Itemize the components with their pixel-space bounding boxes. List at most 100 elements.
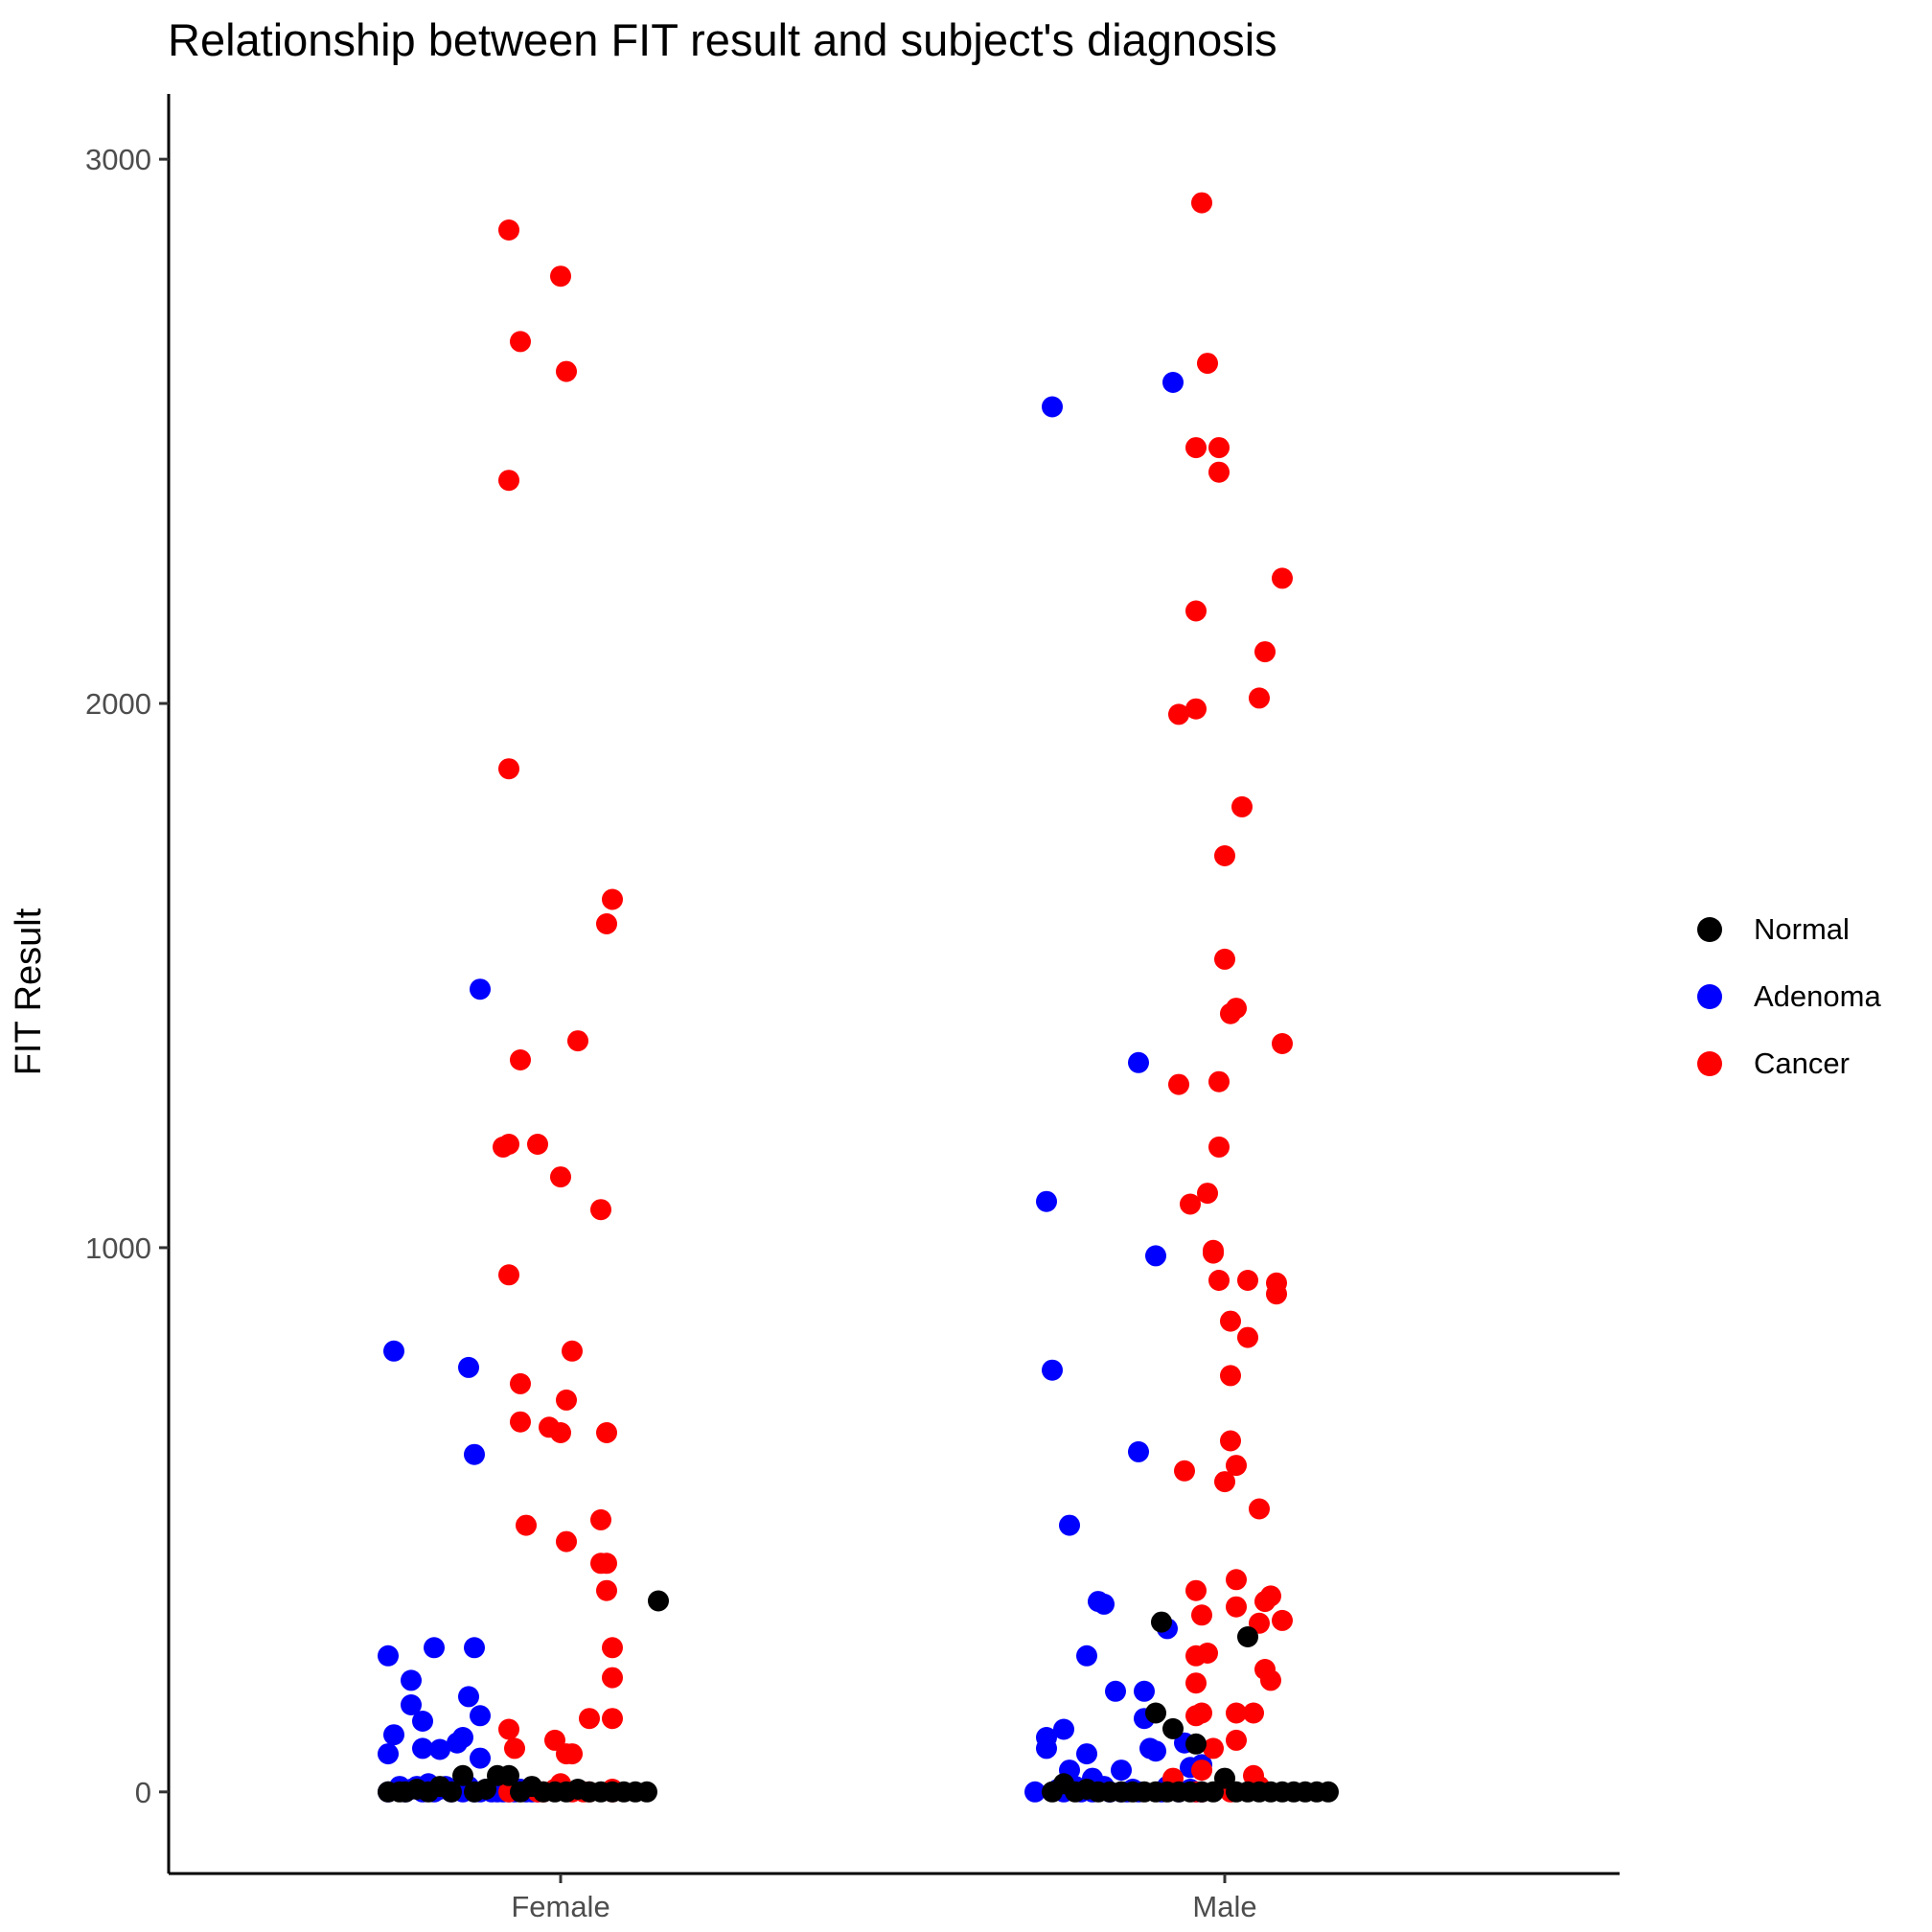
cancer-point — [596, 1422, 617, 1443]
cancer-point — [1272, 1609, 1293, 1631]
cancer-point — [1180, 1193, 1201, 1215]
cancer-point — [602, 888, 623, 910]
adenoma-point — [464, 1637, 485, 1659]
adenoma-point — [401, 1669, 422, 1691]
adenoma-point — [470, 978, 491, 1000]
adenoma-point — [383, 1724, 404, 1746]
adenoma-point — [412, 1711, 433, 1732]
normal-point — [498, 1764, 519, 1786]
cancer-point — [556, 1389, 577, 1411]
cancer-point — [1214, 948, 1235, 970]
adenoma-point — [1076, 1743, 1097, 1765]
adenoma-point — [1024, 1781, 1046, 1803]
adenoma-point — [1053, 1718, 1074, 1740]
cancer-point — [1197, 1643, 1218, 1664]
y-axis-ticks: 0 1000 2000 3000 — [85, 143, 169, 1809]
y-tick-label: 3000 — [85, 143, 151, 176]
legend-item-adenoma: Adenoma — [1691, 963, 1881, 1030]
cancer-point — [596, 1579, 617, 1601]
legend-label-normal: Normal — [1754, 912, 1850, 946]
adenoma-point — [458, 1686, 479, 1708]
legend-label-cancer: Cancer — [1754, 1046, 1850, 1080]
adenoma-point — [1105, 1680, 1126, 1702]
cancer-point — [504, 1737, 525, 1760]
cancer-point — [510, 331, 531, 353]
cancer-point — [567, 1030, 588, 1052]
cancer-point — [1249, 687, 1270, 709]
adenoma-point — [1128, 1440, 1149, 1462]
cancer-point — [1208, 461, 1230, 483]
normal-point — [1237, 1626, 1258, 1647]
adenoma-point — [1134, 1680, 1155, 1702]
adenoma-point — [452, 1727, 473, 1748]
cancer-point — [1260, 1669, 1281, 1691]
cancer-point — [1220, 1310, 1241, 1332]
adenoma-point — [1111, 1760, 1132, 1782]
adenoma-point — [401, 1694, 422, 1715]
cancer-point — [1237, 1270, 1258, 1291]
cancer-point — [1226, 1569, 1247, 1591]
adenoma-point — [458, 1356, 479, 1378]
cancer-point — [1191, 192, 1212, 214]
adenoma-point — [412, 1737, 433, 1760]
cancer-point — [579, 1708, 600, 1730]
adenoma-point — [378, 1644, 399, 1667]
normal-point — [389, 1781, 410, 1803]
adenoma-point — [429, 1738, 450, 1760]
x-tick-label-female: Female — [511, 1890, 610, 1923]
cancer-point — [1203, 1737, 1224, 1760]
cancer-point — [1185, 600, 1207, 622]
cancer-point — [498, 1134, 519, 1155]
adenoma-point — [470, 1747, 491, 1769]
cancer-point — [1226, 1455, 1247, 1477]
cancer-point — [556, 360, 577, 382]
cancer-point — [1168, 1073, 1189, 1095]
adenoma-point — [1042, 396, 1063, 418]
cancer-point — [1185, 1579, 1207, 1601]
y-tick-label: 2000 — [85, 687, 151, 721]
cancer-point — [1272, 567, 1293, 589]
cancer-point — [510, 1372, 531, 1394]
cancer-point — [1191, 1604, 1212, 1626]
cancer-point — [1185, 698, 1207, 720]
adenoma-point — [470, 1705, 491, 1727]
cancer-point — [1226, 1729, 1247, 1751]
cancer-point — [1208, 437, 1230, 459]
cancer-point — [498, 758, 519, 780]
cancer-point — [1197, 1183, 1218, 1205]
cancer-point — [602, 1667, 623, 1689]
cancer-point — [556, 1530, 577, 1552]
cancer-point — [527, 1134, 548, 1155]
cancer-point — [1174, 1460, 1195, 1482]
cancer-point — [498, 219, 519, 241]
y-tick-label: 0 — [135, 1776, 151, 1809]
cancer-point — [1226, 1702, 1247, 1724]
adenoma-point — [1042, 1359, 1063, 1381]
cancer-point — [1220, 1430, 1241, 1452]
cancer-point — [550, 265, 571, 288]
adenoma-point — [464, 1443, 485, 1465]
x-axis-ticks: Female Male — [511, 1874, 1257, 1923]
legend-key-adenoma — [1697, 984, 1722, 1009]
adenoma-point — [1059, 1514, 1080, 1536]
cancer-point — [1260, 1585, 1281, 1607]
legend-label-adenoma: Adenoma — [1754, 979, 1881, 1013]
points-layer — [378, 192, 1339, 1803]
normal-point — [1185, 1733, 1207, 1755]
cancer-point — [1226, 1596, 1247, 1618]
cancer-point — [1191, 1760, 1212, 1782]
cancer-point — [562, 1743, 583, 1765]
adenoma-point — [1145, 1740, 1166, 1762]
legend-item-cancer: Cancer — [1691, 1030, 1881, 1097]
x-tick-label-male: Male — [1192, 1890, 1256, 1923]
cancer-point — [1168, 703, 1189, 725]
legend-key-cancer — [1697, 1051, 1722, 1076]
y-tick-label: 1000 — [85, 1231, 151, 1265]
cancer-point — [596, 1552, 617, 1575]
cancer-point — [1203, 1239, 1224, 1261]
cancer-point — [1208, 1270, 1230, 1291]
legend-key-normal — [1697, 917, 1722, 942]
cancer-point — [510, 1411, 531, 1433]
adenoma-point — [383, 1340, 404, 1362]
chart-title: Relationship between FIT result and subj… — [168, 14, 1277, 65]
